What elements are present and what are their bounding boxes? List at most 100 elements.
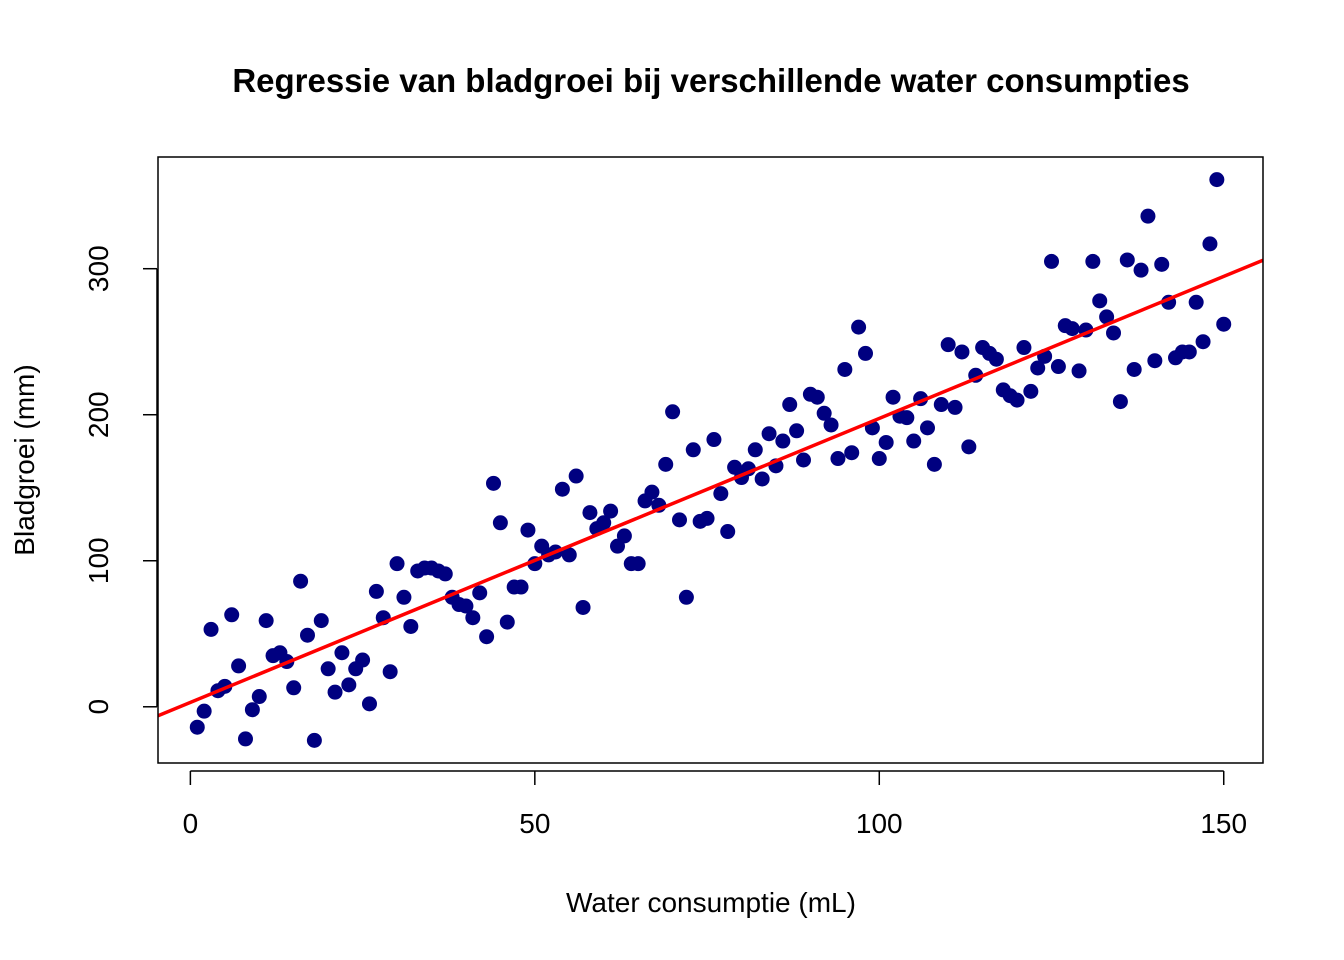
data-point <box>1140 208 1156 224</box>
data-point <box>1044 253 1060 269</box>
data-point <box>1009 392 1025 408</box>
data-point <box>1202 236 1218 252</box>
x-tick-label: 100 <box>856 808 903 839</box>
data-point <box>1133 262 1149 278</box>
data-point <box>306 732 322 748</box>
data-point <box>437 566 453 582</box>
x-tick-label: 0 <box>183 808 199 839</box>
data-point <box>754 471 770 487</box>
data-point <box>1050 359 1066 375</box>
data-point <box>906 433 922 449</box>
data-point <box>251 689 267 705</box>
data-point <box>1085 253 1101 269</box>
data-point <box>809 389 825 405</box>
data-point <box>1092 293 1108 309</box>
plot-frame <box>157 156 1264 764</box>
data-point <box>1209 172 1225 188</box>
y-tick-label: 0 <box>83 699 114 715</box>
data-point <box>320 661 336 677</box>
plot-area <box>158 172 1263 748</box>
data-point <box>616 528 632 544</box>
data-point <box>258 613 274 629</box>
data-point <box>630 556 646 572</box>
data-point <box>720 524 736 540</box>
data-point <box>830 451 846 467</box>
data-point <box>1099 309 1115 325</box>
x-tick-label: 150 <box>1200 808 1247 839</box>
data-point <box>499 614 515 630</box>
data-point <box>561 547 577 563</box>
data-point <box>196 703 212 719</box>
data-point <box>672 512 687 528</box>
data-point <box>678 589 694 605</box>
data-point <box>1181 344 1197 360</box>
chart-title: Regressie van bladgroei bij verschillend… <box>232 62 1189 99</box>
y-tick-label: 100 <box>83 537 114 584</box>
data-point <box>1016 340 1032 356</box>
data-point <box>782 397 798 413</box>
data-point <box>699 510 715 526</box>
data-point <box>596 515 612 531</box>
data-point <box>389 556 405 572</box>
data-point <box>472 585 488 601</box>
data-point <box>1154 256 1170 272</box>
data-point <box>1195 334 1211 350</box>
data-point <box>988 351 1004 367</box>
data-point <box>368 583 384 599</box>
data-point <box>823 417 839 433</box>
data-point <box>465 610 481 626</box>
data-point <box>361 696 377 712</box>
data-point <box>878 434 894 450</box>
data-point <box>327 684 343 700</box>
data-point <box>851 319 867 335</box>
data-point <box>203 621 219 637</box>
data-point <box>658 456 674 472</box>
data-point <box>747 442 763 458</box>
data-point <box>940 337 956 353</box>
data-point <box>341 677 357 693</box>
regression-line <box>158 258 1263 718</box>
data-point <box>458 598 474 614</box>
data-point <box>582 505 598 521</box>
data-point <box>520 522 536 538</box>
data-point <box>885 389 901 405</box>
y-tick-label: 200 <box>83 391 114 438</box>
data-point <box>926 456 942 472</box>
data-point <box>706 432 722 448</box>
y-axis-label: Bladgroei (mm) <box>9 364 40 555</box>
data-point <box>1106 325 1122 341</box>
data-point <box>603 503 619 519</box>
data-point <box>947 399 963 415</box>
data-point <box>665 404 681 420</box>
data-point <box>396 589 412 605</box>
data-point <box>568 468 584 484</box>
y-tick-label: 300 <box>83 245 114 292</box>
data-point <box>789 423 805 439</box>
data-point <box>1147 353 1163 369</box>
data-point <box>796 452 811 468</box>
data-point <box>492 515 508 531</box>
data-point <box>920 420 935 436</box>
x-axis-label: Water consumptie (mL) <box>566 887 856 918</box>
data-point <box>313 613 329 629</box>
data-point <box>858 345 873 361</box>
data-point <box>575 599 591 615</box>
data-point <box>237 731 253 747</box>
data-point <box>479 629 495 645</box>
data-point <box>1216 316 1232 332</box>
data-point <box>382 664 398 680</box>
data-point <box>1112 394 1128 410</box>
data-point <box>189 719 205 735</box>
data-point <box>486 475 501 491</box>
data-point <box>1023 383 1039 399</box>
axes: 0 50 100 150 0 100 200 300 <box>83 245 1247 839</box>
data-point <box>1071 363 1087 379</box>
data-point <box>1030 360 1046 376</box>
data-point <box>899 410 915 426</box>
data-point <box>961 439 977 455</box>
data-point <box>513 579 529 595</box>
data-point <box>299 627 315 643</box>
data-point <box>713 486 729 502</box>
data-point <box>224 607 240 623</box>
